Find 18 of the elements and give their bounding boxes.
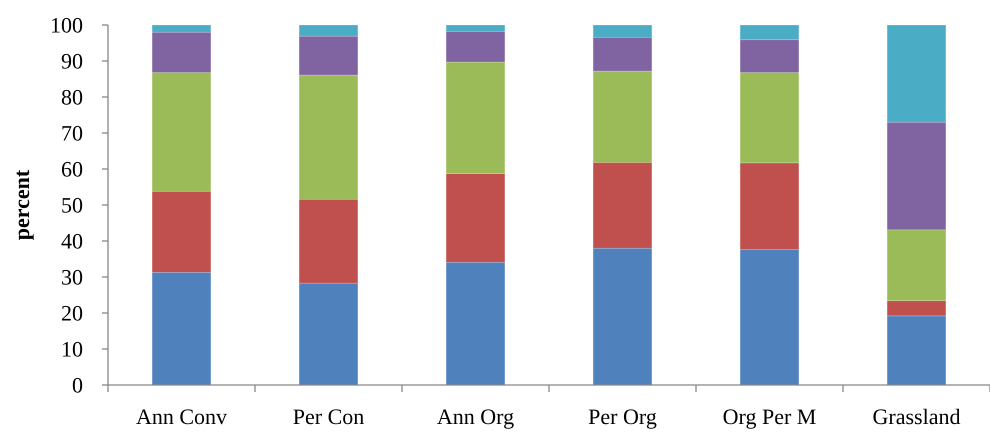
x-tick-label: Ann Conv [136,404,228,429]
y-tick-label: 80 [61,84,83,110]
y-tick-label: 70 [61,120,83,146]
y-tick-label: 20 [61,300,83,326]
x-tick-label: Grassland [872,404,960,429]
x-tick-label: Per Org [588,404,657,429]
x-tick-label: Per Con [292,404,364,429]
y-tick-label: 40 [61,228,83,254]
y-tick-label: 60 [61,156,83,182]
y-tick-label: 10 [61,336,83,362]
y-axis-title: percent [9,169,34,240]
x-tick-label: Ann Org [436,404,514,429]
y-tick-label: 30 [61,264,83,290]
y-tick-label: 100 [50,12,83,38]
y-tick-label: 0 [72,372,83,398]
y-tick-label: 90 [61,48,83,74]
x-tick-label: Org Per M [722,404,816,429]
y-tick-label: 50 [61,192,83,218]
